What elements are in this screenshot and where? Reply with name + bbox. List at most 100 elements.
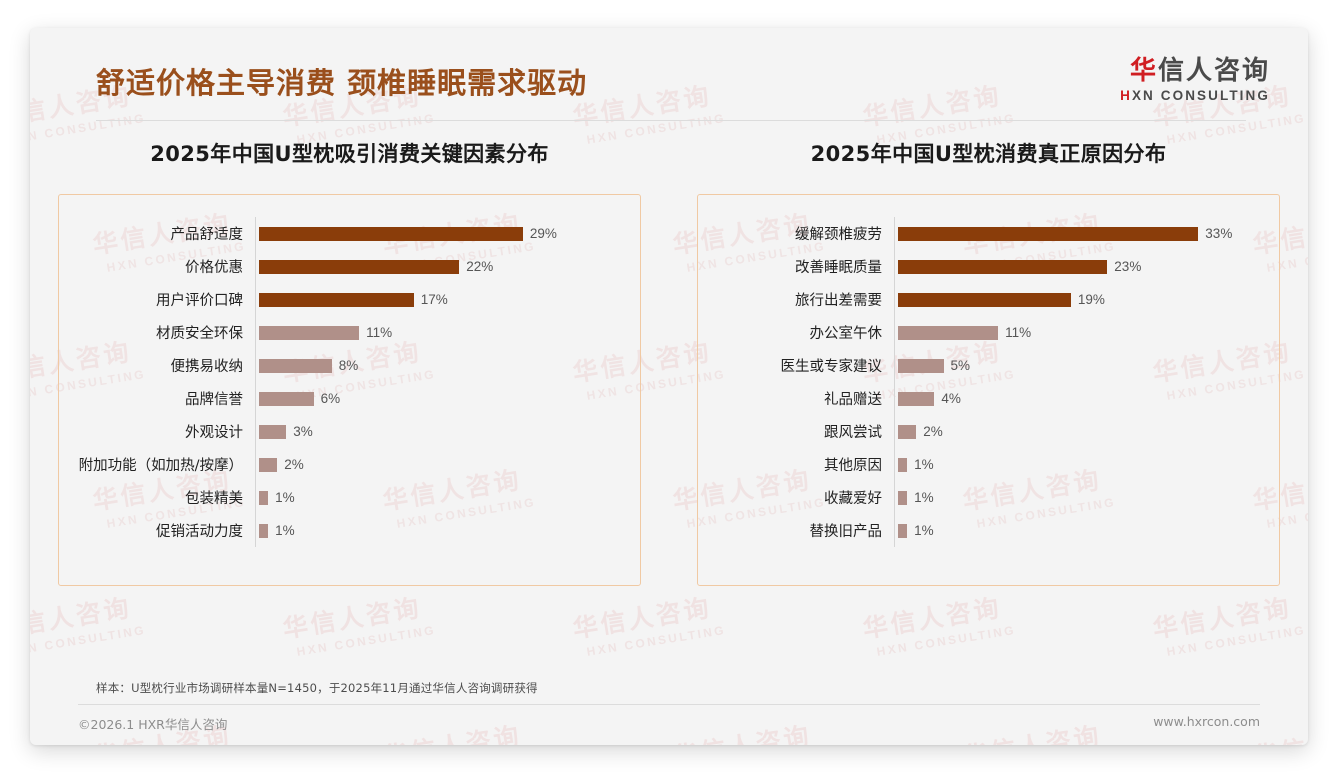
bar-category-label: 附加功能（如加热/按摩） <box>78 458 243 474</box>
bar-category-label: 外观设计 <box>185 425 243 441</box>
bar-category-label: 旅行出差需要 <box>795 293 882 309</box>
footer-divider <box>78 704 1260 705</box>
bar-row: 附加功能（如加热/按摩） 2% <box>63 448 622 481</box>
bar-value-label: 1% <box>275 490 295 505</box>
bar-value-label: 33% <box>1205 226 1233 241</box>
bar <box>259 259 460 274</box>
chart-title-left: 2025年中国U型枕吸引消费关键因素分布 <box>150 142 549 166</box>
slide-card: 华信人咨询 HXN CONSULTING 华信人咨询 HXN CONSULTING 华信… <box>30 28 1308 745</box>
bar-value-label: 5% <box>950 358 971 373</box>
bar-track: 2% <box>894 415 1261 448</box>
bar-value-label: 1% <box>914 490 934 505</box>
bar-track: 11% <box>894 316 1261 349</box>
bar <box>259 424 287 439</box>
logo-english: HXN CONSULTING <box>1120 88 1270 103</box>
bar-row: 包装精美 1% <box>63 481 622 514</box>
bar-value-label: 1% <box>275 523 295 538</box>
bar-value-label: 3% <box>293 424 313 439</box>
logo-english-rest: XN CONSULTING <box>1131 88 1270 104</box>
bar-row: 缓解颈椎疲劳 33% <box>702 217 1261 250</box>
website-link[interactable]: www.hxrcon.com <box>1153 714 1260 729</box>
bar-category-label: 便携易收纳 <box>170 359 244 375</box>
slide-footer: ©2026.1 HXR华信人咨询 www.hxrcon.com <box>30 714 1308 733</box>
bar-track: 6% <box>255 382 622 415</box>
bar-row: 材质安全环保 11% <box>63 316 622 349</box>
bar-row: 促销活动力度 1% <box>63 514 622 547</box>
watermark-chinese: 华信人咨询 <box>860 593 1004 644</box>
bar-value-label: 23% <box>1114 259 1142 274</box>
bar <box>898 523 908 538</box>
bar <box>898 391 935 406</box>
bar-value-label: 2% <box>923 424 943 439</box>
bar-value-label: 6% <box>320 391 341 406</box>
logo-brand-char: 华 <box>1129 56 1158 86</box>
bar-track: 8% <box>255 349 622 382</box>
chart-panel-right: 缓解颈椎疲劳 33% 改善睡眠质量 23% 旅行出差需要 19% 办公室午休 11% 医生或专家… <box>697 194 1280 586</box>
bar <box>898 226 1199 241</box>
bar-category-label: 产品舒适度 <box>170 227 244 243</box>
bar-row: 产品舒适度 29% <box>63 217 622 250</box>
bar-row: 改善睡眠质量 23% <box>702 250 1261 283</box>
bar-category-label: 品牌信誉 <box>185 392 243 408</box>
bar-track: 2% <box>255 448 622 481</box>
watermark-chinese: 华信人咨询 <box>280 593 424 644</box>
watermark-chinese: 华信人咨询 <box>570 593 714 644</box>
watermark-english: HXN CONSULTING <box>1165 622 1307 659</box>
logo-chinese: 华信人咨询 <box>1120 56 1270 86</box>
bar-track: 1% <box>894 481 1261 514</box>
bar-track: 3% <box>255 415 622 448</box>
bar-value-label: 1% <box>914 457 934 472</box>
bar-value-label: 1% <box>914 523 934 538</box>
bar <box>259 325 360 340</box>
bar-value-label: 19% <box>1077 292 1105 307</box>
copyright-text: ©2026.1 HXR华信人咨询 <box>78 717 228 732</box>
bar-track: 1% <box>894 514 1261 547</box>
bar-row: 便携易收纳 8% <box>63 349 622 382</box>
bar-row: 办公室午休 11% <box>702 316 1261 349</box>
bar <box>898 259 1108 274</box>
bar-value-label: 2% <box>284 457 304 472</box>
bar-row: 用户评价口碑 17% <box>63 283 622 316</box>
watermark-chinese: 华信人咨询 <box>1150 593 1294 644</box>
bar-track: 1% <box>255 481 622 514</box>
bar-category-label: 替换旧产品 <box>809 524 883 540</box>
bar-category-label: 材质安全环保 <box>156 326 243 342</box>
bar-row: 收藏爱好 1% <box>702 481 1261 514</box>
bar-track: 33% <box>894 217 1261 250</box>
bar-category-label: 礼品赠送 <box>824 392 882 408</box>
company-logo: 华信人咨询 HXN CONSULTING <box>1120 56 1270 103</box>
watermark-chinese: 华信人咨询 <box>30 593 134 644</box>
logo-chinese-rest: 信人咨询 <box>1157 56 1270 86</box>
bar-row: 其他原因 1% <box>702 448 1261 481</box>
bar-track: 1% <box>255 514 622 547</box>
bar <box>259 523 269 538</box>
bar-category-label: 改善睡眠质量 <box>795 260 882 276</box>
bar-category-label: 促销活动力度 <box>156 524 243 540</box>
watermark-english: HXN CONSULTING <box>875 622 1017 659</box>
bar <box>898 358 944 373</box>
bar <box>898 424 917 439</box>
bar-track: 29% <box>255 217 622 250</box>
logo-english-initial: H <box>1120 88 1132 104</box>
bar-row: 跟风尝试 2% <box>702 415 1261 448</box>
source-note: 样本：U型枕行业市场调研样本量N=1450，于2025年11月通过华信人咨询调研… <box>96 681 538 695</box>
chart-panel-left: 产品舒适度 29% 价格优惠 22% 用户评价口碑 17% 材质安全环保 11% 便携易收纳 8%… <box>58 194 641 586</box>
bar <box>898 457 908 472</box>
header-divider <box>96 120 1246 121</box>
page-title: 舒适价格主导消费 颈椎睡眠需求驱动 <box>96 66 588 100</box>
bar <box>259 490 269 505</box>
bar-value-label: 17% <box>420 292 448 307</box>
bar-track: 11% <box>255 316 622 349</box>
bar-category-label: 办公室午休 <box>809 326 883 342</box>
watermark-english: HXN CONSULTING <box>30 622 147 659</box>
bar-row: 价格优惠 22% <box>63 250 622 283</box>
bar-track: 17% <box>255 283 622 316</box>
bar-row: 旅行出差需要 19% <box>702 283 1261 316</box>
bar-track: 22% <box>255 250 622 283</box>
chart-column-left: 2025年中国U型枕吸引消费关键因素分布 产品舒适度 29% 价格优惠 22% 用户评价… <box>30 138 669 586</box>
